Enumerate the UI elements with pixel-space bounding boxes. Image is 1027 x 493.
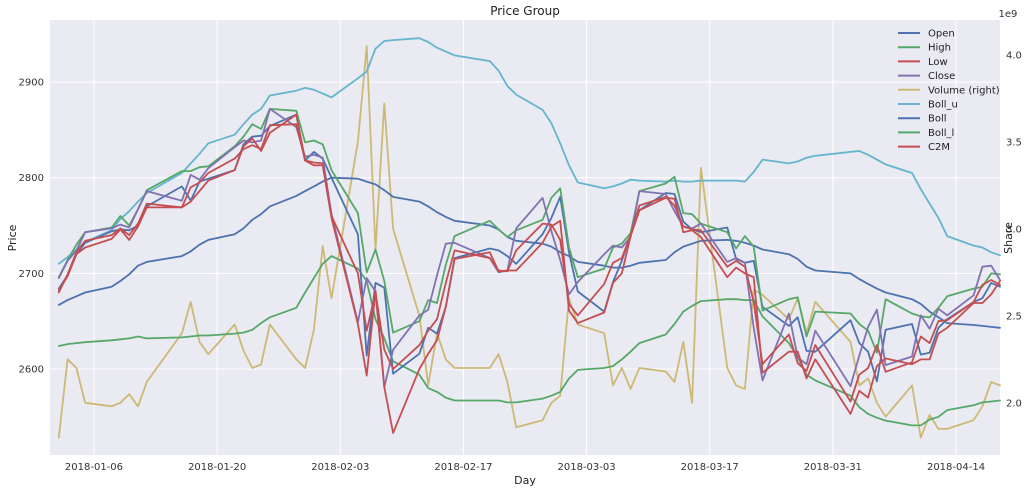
plot-background [50,20,1000,455]
x-tick-label: 2018-02-03 [311,462,369,473]
series-line-open [57,113,1001,383]
x-tick-label: 2018-01-06 [65,462,123,473]
x-axis-ticks: 2018-01-06 2018-01-20 2018-02-03 2018-02-17… [65,462,985,473]
y-right-tick-label: 2.5 [1006,311,1022,322]
series-line-boll-l [57,255,1001,427]
legend-entry-volume-right: Volume (right) [928,85,1000,96]
y-tick-label: 2700 [19,269,44,280]
y-axis-right-label: Share [1002,222,1015,254]
y-axis-ticks: 2600 2700 2800 2900 [19,78,44,376]
legend-entry-low: Low [928,57,948,68]
legend-entry-open: Open [928,29,955,40]
y-axis-label: Price [6,224,19,251]
series-group [57,37,1001,439]
series-line-volume-right [57,45,1001,439]
x-tick-label: 2018-04-14 [927,462,985,473]
legend: Open High Low Close Volume (right) Boll_u Boll… [898,29,1000,153]
right-axis-offset-label: 1e9 [999,9,1018,20]
y-tick-label: 2800 [19,173,44,184]
legend-entry-close: Close [928,71,955,82]
legend-entry-boll-l: Boll_l [928,128,954,139]
x-tick-label: 2018-02-17 [434,462,492,473]
y-right-tick-label: 3.5 [1006,137,1022,148]
series-line-close [57,108,1001,389]
x-tick-label: 2018-01-20 [188,462,246,473]
series-line-c2m [57,123,1001,403]
series-line-boll-u [57,37,1001,265]
legend-entry-c2m: C2M [928,142,950,153]
x-axis-label: Day [514,474,536,487]
x-tick-label: 2018-03-03 [558,462,616,473]
series-line-low [57,113,1001,434]
legend-entry-boll: Boll [928,114,947,125]
y-right-tick-label: 3.0 [1006,224,1022,235]
y-right-tick-label: 4.0 [1006,50,1022,61]
legend-entry-boll-u: Boll_u [928,100,958,111]
y-right-tick-label: 2.0 [1006,398,1022,409]
x-tick-label: 2018-03-17 [681,462,739,473]
y-tick-label: 2900 [19,78,44,89]
chart-title: Price Group [490,4,560,18]
y-tick-label: 2600 [19,364,44,375]
series-line-high [57,108,1001,354]
legend-entry-high: High [928,43,951,54]
x-tick-label: 2018-03-31 [804,462,862,473]
y-axis-right-ticks: 2.0 2.5 3.0 3.5 4.0 [1006,50,1022,409]
